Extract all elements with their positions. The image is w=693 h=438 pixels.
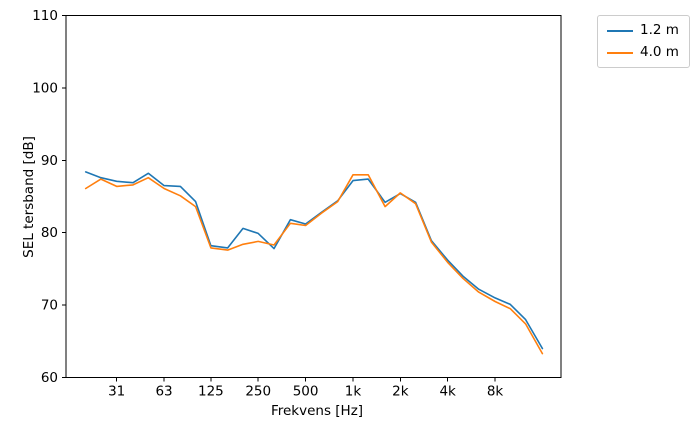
legend-entry-series-1: 4.0 m	[607, 45, 679, 60]
y-tick-label-100: 100	[32, 80, 58, 96]
x-tick-label-250: 250	[245, 384, 271, 400]
y-tick-label-90: 90	[41, 153, 58, 169]
y-tick-label-80: 80	[41, 225, 58, 241]
x-axis-title: Frekvens [Hz]	[270, 403, 364, 419]
x-tick-label-500: 500	[293, 384, 319, 400]
x-tick-label-4k: 4k	[439, 384, 456, 400]
y-tick-label-110: 110	[32, 8, 58, 24]
plot-frame	[65, 15, 562, 378]
x-tick-label-63: 63	[155, 384, 172, 400]
y-tick-label-70: 70	[41, 298, 58, 314]
series-line-4-0-m	[84, 174, 544, 355]
x-tick-label-8k: 8k	[487, 384, 504, 400]
legend-line-sample-orange	[607, 51, 633, 54]
x-tick-label-31: 31	[108, 384, 125, 400]
x-tick-label-1k: 1k	[345, 384, 362, 400]
series-line-1-2-m	[84, 171, 544, 350]
legend-label: 4.0 m	[640, 44, 679, 60]
legend: 1.2 m 4.0 m	[597, 15, 690, 68]
legend-entry-series-0: 1.2 m	[607, 23, 679, 38]
legend-line-sample-blue	[607, 29, 633, 32]
x-tick-label-125: 125	[198, 384, 224, 400]
x-tick-label-2k: 2k	[392, 384, 409, 400]
y-axis-title: SEL tersband [dB]	[21, 136, 37, 258]
y-tick-label-60: 60	[41, 370, 58, 386]
legend-label: 1.2 m	[640, 22, 679, 38]
